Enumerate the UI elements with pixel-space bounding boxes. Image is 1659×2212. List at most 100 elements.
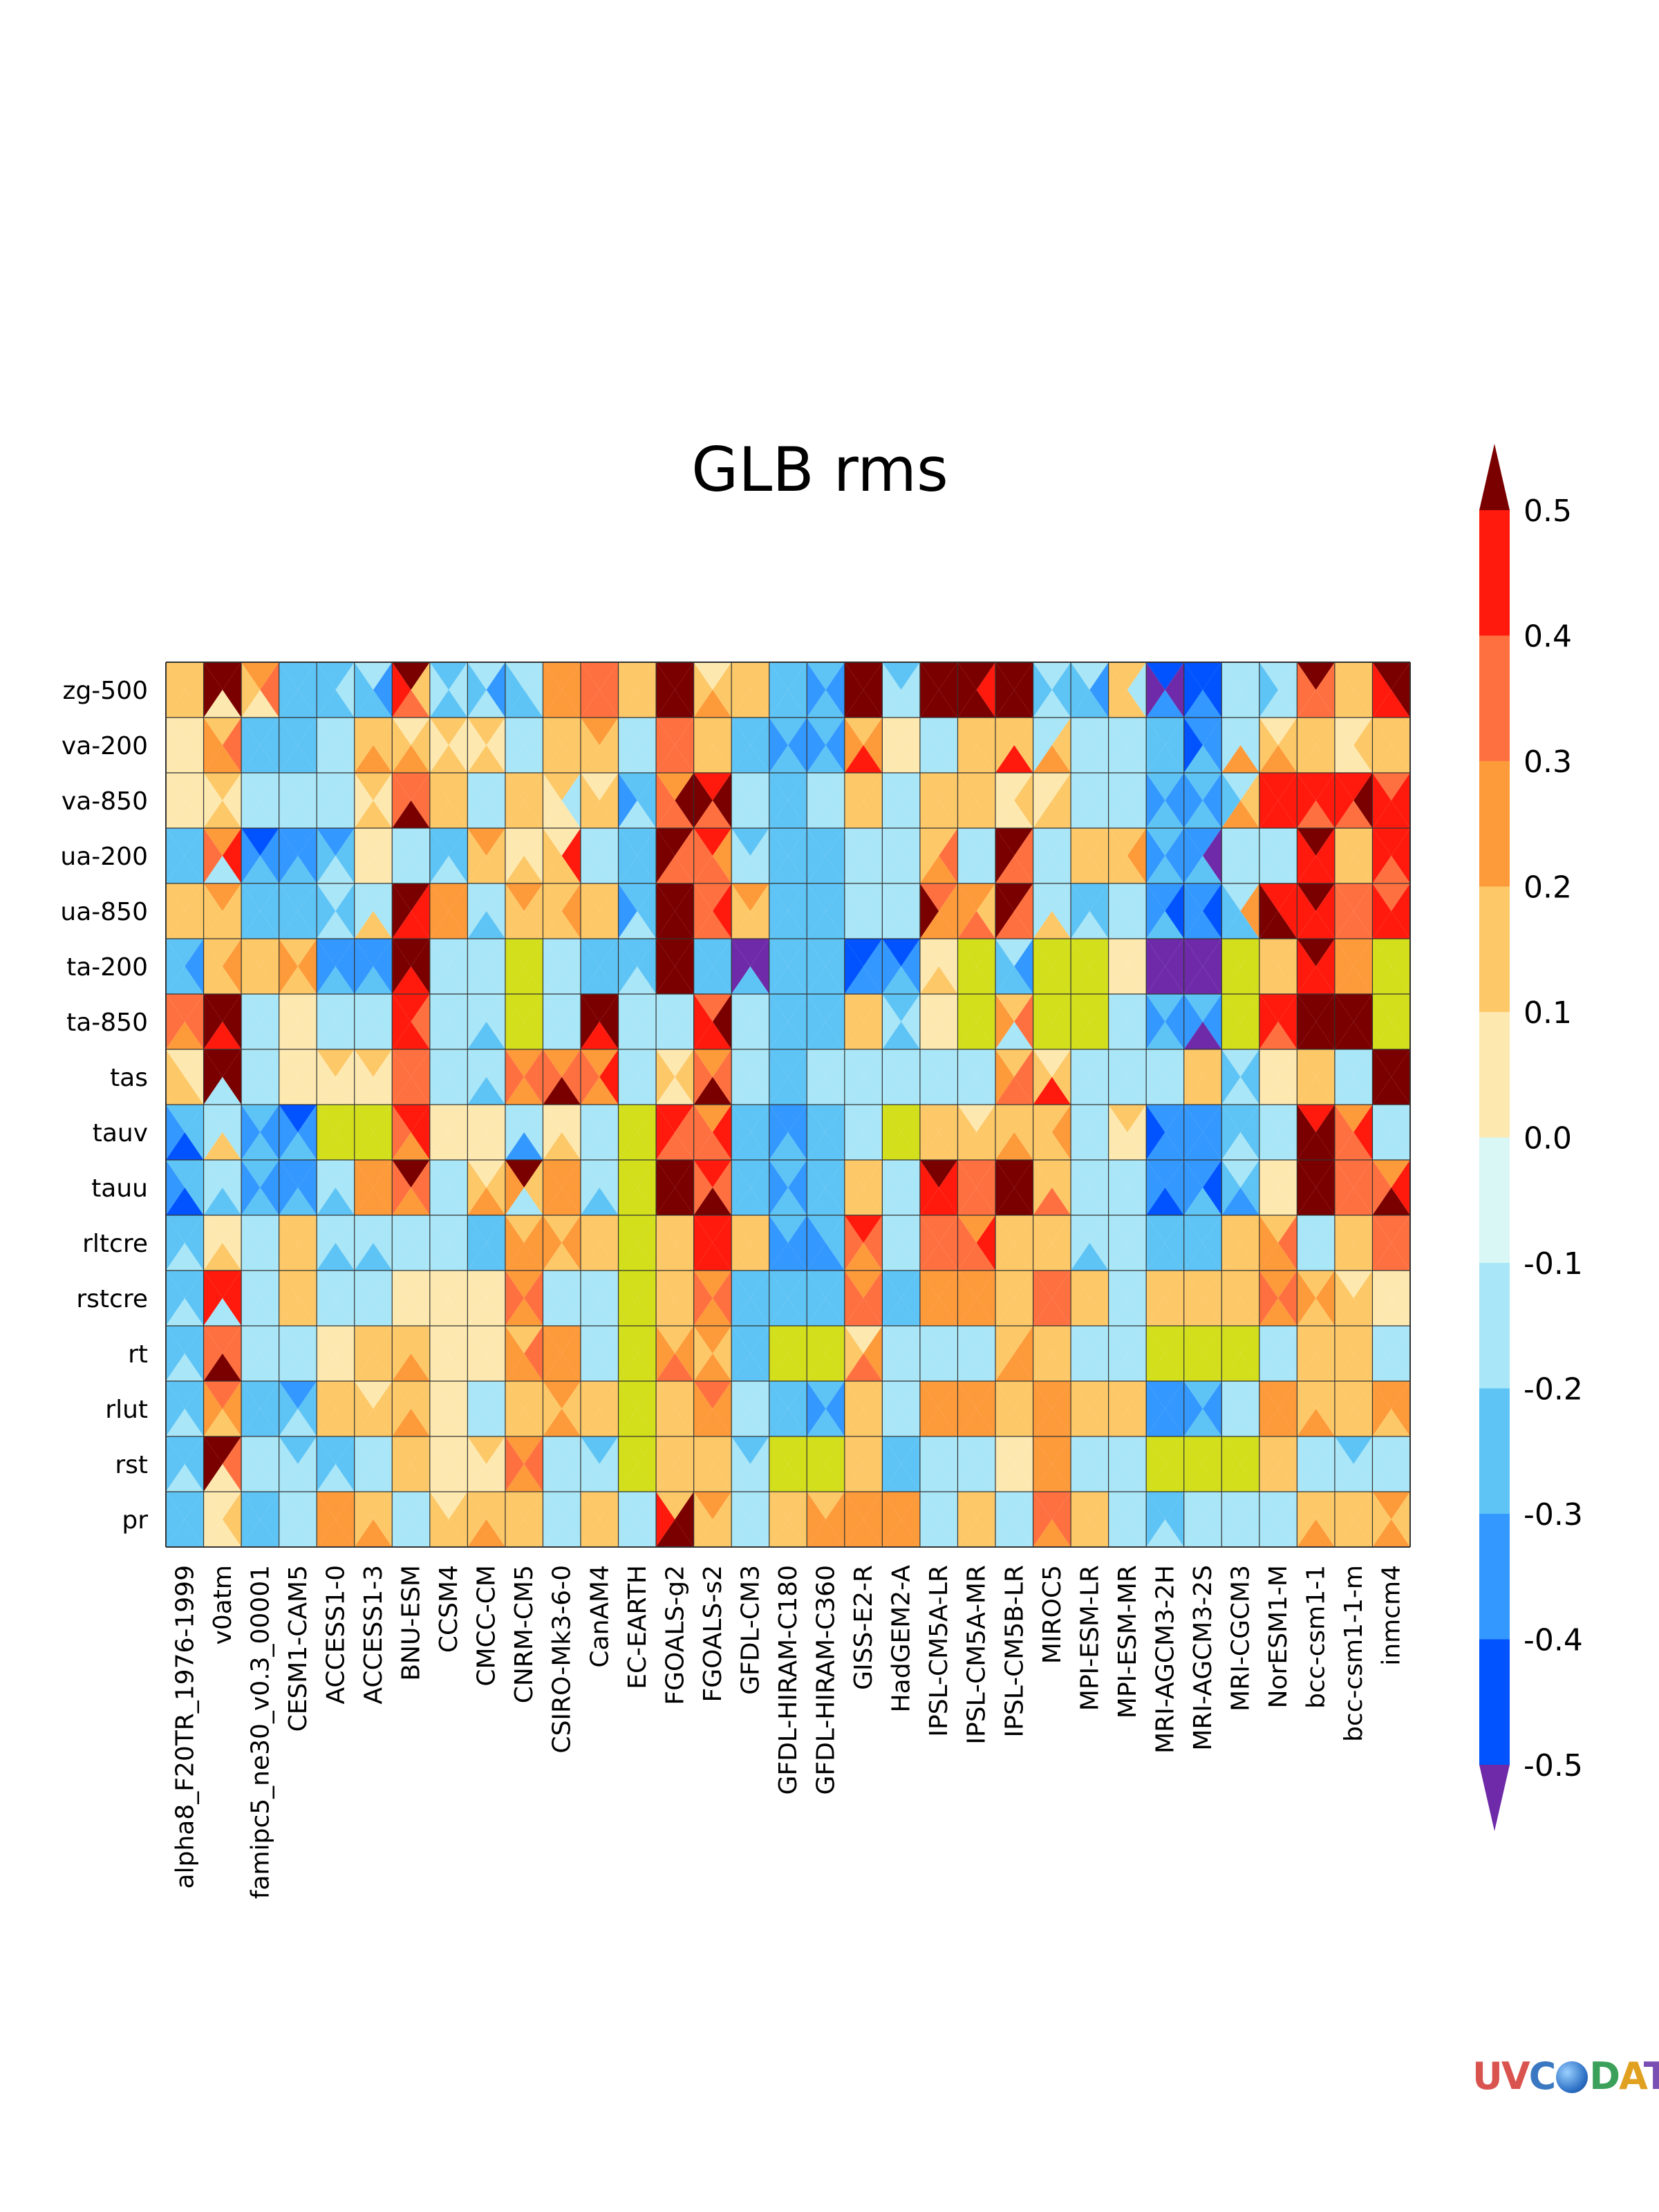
cell-rst-CSIRO-Mk3-6-0-bottom — [543, 1464, 581, 1492]
cell-va-200-bcc-csm1-1-m-bottom — [1334, 745, 1373, 773]
cell-va-200-GFDL-HIRAM-C360-left — [807, 718, 826, 773]
cell-va-200-CanAM4-right — [599, 718, 619, 773]
cell-rstcre-GFDL-HIRAM-C180-top — [769, 1271, 807, 1298]
cell-ta-850-CCSM4-left — [429, 994, 449, 1049]
cell-rlut-bcc-csm1-1-top — [1297, 1381, 1335, 1409]
cell-tauv-MRI-AGCM3-2S-bottom — [1183, 1132, 1222, 1160]
cell-tauu-v0atm-right — [222, 1160, 242, 1215]
cell-rlut-v0atm-left — [203, 1381, 223, 1436]
cell-rst-IPSL-CM5B-LR-left — [995, 1436, 1015, 1492]
cell-rst-famipc5_ne30_v0.3_00001-right — [260, 1436, 279, 1492]
cell-ta-200-ACCESS1-3-right — [373, 939, 393, 994]
cell-ua-200-IPSL-CM5A-MR-left — [957, 828, 977, 883]
cell-rltcre-CNRM-CM5-left — [505, 1215, 525, 1271]
cell-tas-alpha8_F20TR_1976-1999-right — [185, 1049, 204, 1105]
row-label: tauv — [93, 1119, 148, 1147]
cell-tauv-bcc-csm1-1-m-top — [1334, 1105, 1373, 1132]
cell-va-200-GFDL-HIRAM-C180-bottom — [769, 745, 807, 773]
cell-ua-850-inmcm4-right — [1391, 883, 1410, 939]
cell-rltcre-bcc-csm1-1-m-right — [1353, 1215, 1373, 1271]
cell-rt-inmcm4-right — [1391, 1326, 1410, 1381]
cell-ua-200-GFDL-CM3-right — [750, 828, 769, 883]
cell-ua-850-FGOALS-g2-right — [675, 883, 694, 939]
cell-tas-MRI-CGCM3-bottom — [1221, 1077, 1259, 1105]
cell-ua-200-MRI-AGCM3-2H-right — [1165, 828, 1184, 883]
cell-pr-CMCC-CM-top — [467, 1492, 505, 1519]
cell-pr-bcc-csm1-1-m-left — [1334, 1492, 1354, 1547]
cell-ta-200-famipc5_ne30_v0.3_00001-left — [241, 939, 261, 994]
cell-pr-famipc5_ne30_v0.3_00001-top — [241, 1492, 279, 1519]
cell-va-850-famipc5_ne30_v0.3_00001-left — [241, 773, 261, 828]
cell-rstcre-ACCESS1-0-bottom — [317, 1298, 355, 1326]
cell-ua-200-IPSL-CM5B-LR-left — [995, 828, 1015, 883]
cell-tauv-GISS-E2-R-left — [844, 1105, 864, 1160]
cell-tas-bcc-csm1-1-bottom — [1297, 1077, 1335, 1105]
cell-rt-HadGEM2-A-top — [882, 1326, 920, 1353]
cell-pr-v0atm-top — [203, 1492, 242, 1519]
cell-ua-850-CESM1-CAM5-left — [279, 883, 298, 939]
cell-rstcre-CESM1-CAM5-bottom — [279, 1298, 317, 1326]
cell-rst-EC-EARTH-left — [618, 1436, 637, 1492]
cell-va-850-bcc-csm1-1-left — [1297, 773, 1316, 828]
cell-va-200-CMCC-CM-right — [486, 718, 505, 773]
cell-pr-FGOALS-g2-right — [675, 1492, 694, 1547]
cell-ua-850-GFDL-CM3-right — [750, 883, 769, 939]
cell-ua-850-inmcm4-bottom — [1372, 911, 1410, 939]
cell-rlut-MPI-ESM-LR-bottom — [1071, 1409, 1109, 1436]
cell-ua-200-NorESM1-M-left — [1259, 828, 1279, 883]
cell-pr-GFDL-HIRAM-C180-top — [769, 1492, 807, 1519]
cell-rstcre-GISS-E2-R-bottom — [844, 1298, 883, 1326]
cell-tauv-MPI-ESM-MR-left — [1108, 1105, 1127, 1160]
cell-ta-200-MPI-ESM-MR-bottom — [1108, 966, 1147, 994]
cell-ua-850-CNRM-CM5-bottom — [505, 911, 543, 939]
cell-rlut-CanAM4-left — [581, 1381, 600, 1436]
cell-tauv-FGOALS-g2-left — [656, 1105, 675, 1160]
cell-ta-200-CNRM-CM5-bottom — [505, 966, 543, 994]
cell-ta-200-v0atm-bottom — [203, 966, 242, 994]
cell-va-850-CMCC-CM-right — [486, 773, 505, 828]
cell-ua-200-IPSL-CM5B-LR-top — [995, 828, 1033, 856]
cell-ua-200-FGOALS-s2-bottom — [693, 856, 732, 883]
cell-rstcre-inmcm4-right — [1391, 1271, 1410, 1326]
cell-tauv-MIROC5-left — [1033, 1105, 1052, 1160]
cell-va-850-GFDL-HIRAM-C180-left — [769, 773, 788, 828]
cell-rlut-NorESM1-M-right — [1278, 1381, 1297, 1436]
cell-ta-200-v0atm-right — [222, 939, 242, 994]
cell-tauv-CMCC-CM-top — [467, 1105, 505, 1132]
cell-rst-IPSL-CM5A-LR-left — [919, 1436, 939, 1492]
cell-tauu-MPI-ESM-MR-right — [1127, 1160, 1147, 1215]
cell-pr-bcc-csm1-1-bottom — [1297, 1519, 1335, 1547]
cell-tauv-CESM1-CAM5-left — [279, 1105, 298, 1160]
cell-rltcre-MRI-CGCM3-left — [1221, 1215, 1241, 1271]
cell-rstcre-EC-EARTH-top — [618, 1271, 657, 1298]
cell-va-200-MRI-AGCM3-2S-bottom — [1183, 745, 1222, 773]
cell-rst-GFDL-CM3-top — [731, 1436, 769, 1464]
cell-tas-FGOALS-s2-top — [693, 1049, 732, 1077]
cell-tauu-CanAM4-bottom — [581, 1188, 619, 1215]
cell-tauv-BNU-ESM-left — [392, 1105, 411, 1160]
cell-ta-200-CNRM-CM5-left — [505, 939, 525, 994]
cell-tauu-CSIRO-Mk3-6-0-left — [543, 1160, 562, 1215]
cell-ta-200-alpha8_F20TR_1976-1999-top — [166, 939, 204, 966]
cell-ua-200-alpha8_F20TR_1976-1999-left — [166, 828, 185, 883]
cell-rt-EC-EARTH-bottom — [618, 1353, 657, 1381]
cell-tauv-GFDL-HIRAM-C180-right — [788, 1105, 807, 1160]
cell-ta-200-famipc5_ne30_v0.3_00001-top — [241, 939, 279, 966]
cell-pr-GFDL-CM3-bottom — [731, 1519, 769, 1547]
cell-rt-v0atm-left — [203, 1326, 223, 1381]
cell-tas-famipc5_ne30_v0.3_00001-bottom — [241, 1077, 279, 1105]
cell-rt-HadGEM2-A-bottom — [882, 1353, 920, 1381]
cell-tauu-IPSL-CM5A-MR-bottom — [957, 1188, 995, 1215]
cell-ta-850-CNRM-CM5-top — [505, 994, 543, 1022]
cell-rstcre-FGOALS-g2-right — [675, 1271, 694, 1326]
column-label: GFDL-CM3 — [736, 1565, 765, 1695]
cell-tas-IPSL-CM5B-LR-top — [995, 1049, 1033, 1077]
cell-tauv-GFDL-HIRAM-C180-left — [769, 1105, 788, 1160]
cell-zg-500-GFDL-CM3-bottom — [731, 690, 769, 718]
cell-va-200-IPSL-CM5B-LR-top — [995, 718, 1033, 745]
cell-va-200-FGOALS-g2-top — [656, 718, 694, 745]
cell-rltcre-CMCC-CM-left — [467, 1215, 487, 1271]
cell-tauu-MIROC5-top — [1033, 1160, 1071, 1188]
cell-ta-200-IPSL-CM5A-LR-bottom — [919, 966, 958, 994]
cell-zg-500-CanAM4-right — [599, 662, 619, 718]
